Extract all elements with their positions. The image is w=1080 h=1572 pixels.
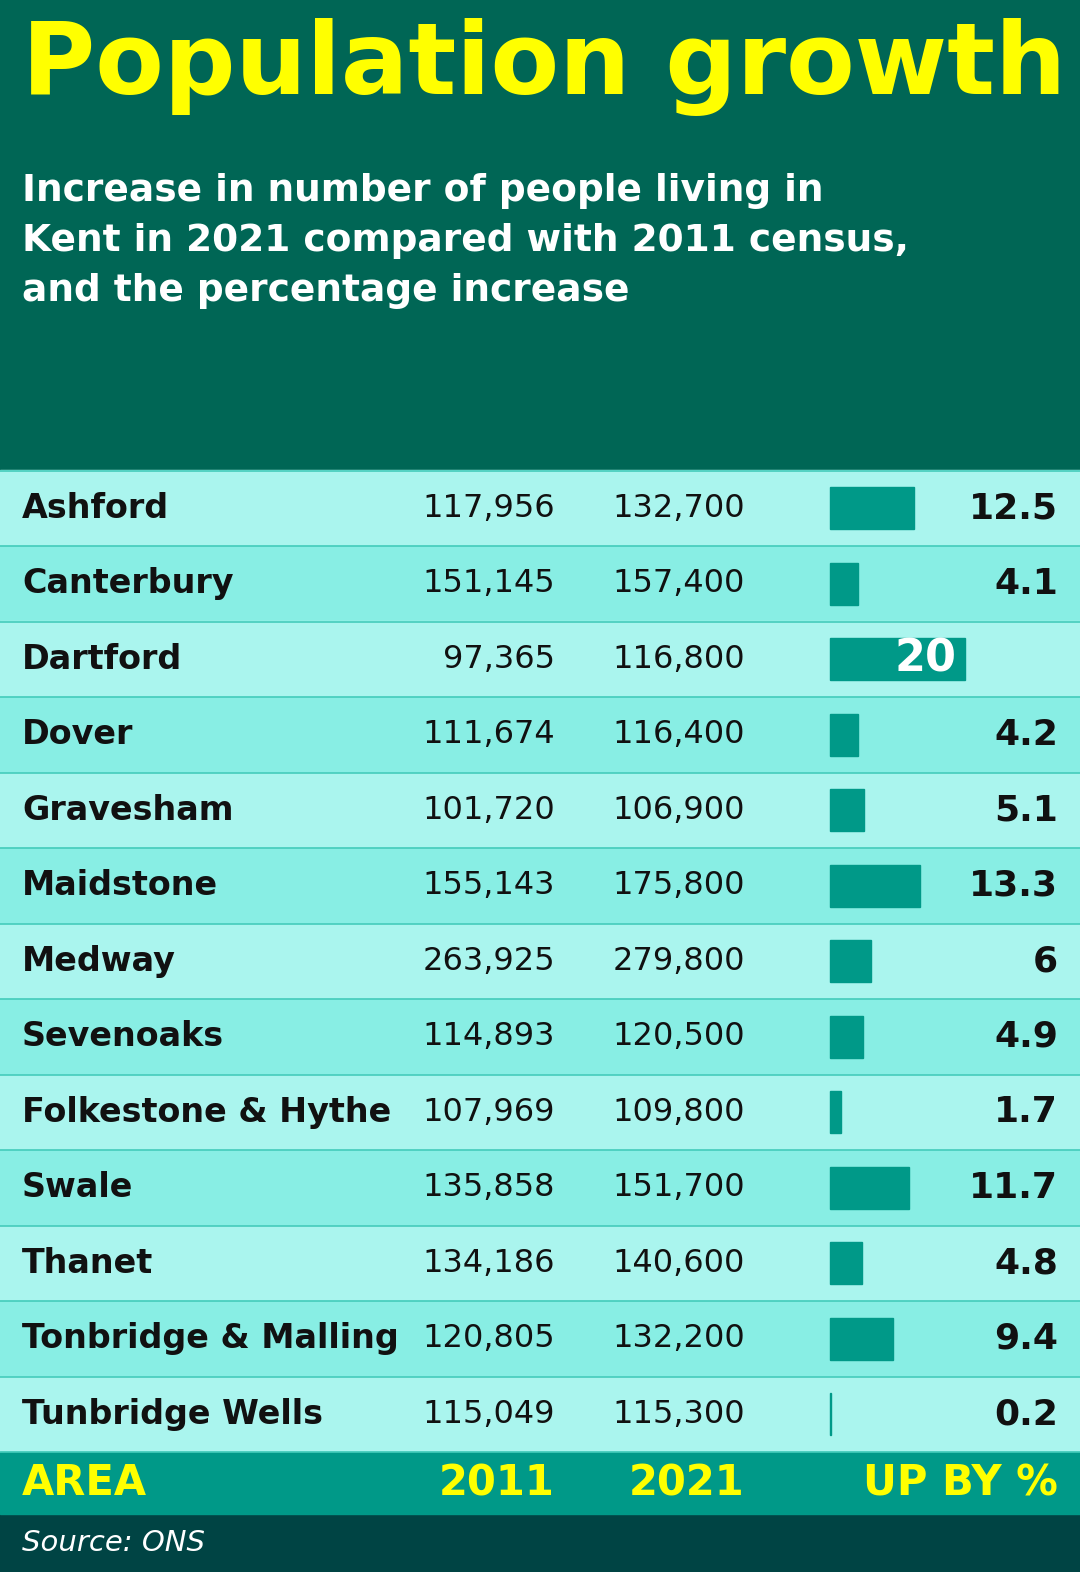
Text: 9.4: 9.4 xyxy=(994,1322,1058,1355)
Text: Increase in number of people living in
Kent in 2021 compared with 2011 census,
a: Increase in number of people living in K… xyxy=(22,173,909,310)
Bar xyxy=(831,1242,863,1284)
Text: 151,145: 151,145 xyxy=(422,567,555,599)
Text: Dover: Dover xyxy=(22,718,133,751)
Text: 120,805: 120,805 xyxy=(422,1324,555,1353)
Text: 279,800: 279,800 xyxy=(612,946,745,976)
Text: Medway: Medway xyxy=(22,945,176,978)
Text: 4.8: 4.8 xyxy=(994,1247,1058,1280)
Text: 106,900: 106,900 xyxy=(612,795,745,825)
Text: 140,600: 140,600 xyxy=(612,1248,745,1278)
Bar xyxy=(831,865,920,907)
Bar xyxy=(831,1166,909,1209)
Bar xyxy=(0,0,1080,470)
Text: 12.5: 12.5 xyxy=(969,490,1058,525)
Bar xyxy=(831,1091,841,1133)
Bar xyxy=(0,998,1080,1075)
Text: 175,800: 175,800 xyxy=(612,871,745,901)
Text: 263,925: 263,925 xyxy=(422,946,555,976)
Text: 111,674: 111,674 xyxy=(422,720,555,750)
Bar xyxy=(831,563,858,605)
Text: 135,858: 135,858 xyxy=(422,1173,555,1203)
Bar xyxy=(0,470,1080,545)
Text: 151,700: 151,700 xyxy=(612,1173,745,1203)
Text: 132,700: 132,700 xyxy=(612,492,745,523)
Text: 97,365: 97,365 xyxy=(443,645,555,674)
Text: 2011: 2011 xyxy=(440,1462,555,1504)
Text: 20: 20 xyxy=(895,638,957,681)
Text: UP BY %: UP BY % xyxy=(863,1462,1058,1504)
Text: Thanet: Thanet xyxy=(22,1247,153,1280)
Text: 155,143: 155,143 xyxy=(422,871,555,901)
Text: 116,800: 116,800 xyxy=(612,645,745,674)
Text: Folkestone & Hythe: Folkestone & Hythe xyxy=(22,1096,391,1129)
Text: 107,969: 107,969 xyxy=(422,1097,555,1127)
Text: Population growth: Population growth xyxy=(22,17,1066,116)
Text: 4.2: 4.2 xyxy=(994,718,1058,751)
Text: 11.7: 11.7 xyxy=(969,1171,1058,1204)
Text: 117,956: 117,956 xyxy=(422,492,555,523)
Text: 2021: 2021 xyxy=(630,1462,745,1504)
Text: Ashford: Ashford xyxy=(22,492,170,525)
Text: Tunbridge Wells: Tunbridge Wells xyxy=(22,1398,323,1431)
Text: Dartford: Dartford xyxy=(22,643,183,676)
Bar xyxy=(831,714,859,756)
Text: 4.9: 4.9 xyxy=(994,1020,1058,1053)
Bar xyxy=(0,1075,1080,1151)
Text: 115,049: 115,049 xyxy=(422,1399,555,1431)
Bar xyxy=(831,1317,893,1360)
Text: 109,800: 109,800 xyxy=(612,1097,745,1127)
Bar xyxy=(0,1151,1080,1226)
Text: Source: ONS: Source: ONS xyxy=(22,1530,205,1556)
Bar xyxy=(0,772,1080,847)
Bar xyxy=(831,940,870,982)
Text: Tonbridge & Malling: Tonbridge & Malling xyxy=(22,1322,399,1355)
Text: Maidstone: Maidstone xyxy=(22,869,218,902)
Bar xyxy=(0,621,1080,696)
Text: 0.2: 0.2 xyxy=(994,1398,1058,1431)
Bar xyxy=(0,696,1080,772)
Bar xyxy=(831,638,966,681)
Text: 132,200: 132,200 xyxy=(612,1324,745,1353)
Bar xyxy=(0,1226,1080,1302)
Bar xyxy=(0,1453,1080,1514)
Text: AREA: AREA xyxy=(22,1462,147,1504)
Text: 134,186: 134,186 xyxy=(422,1248,555,1278)
Text: 114,893: 114,893 xyxy=(422,1022,555,1052)
Text: 13.3: 13.3 xyxy=(969,869,1058,902)
Bar xyxy=(831,1016,863,1058)
Bar xyxy=(831,1393,832,1435)
Bar xyxy=(0,545,1080,621)
Text: Gravesham: Gravesham xyxy=(22,794,233,827)
Text: Sevenoaks: Sevenoaks xyxy=(22,1020,225,1053)
Text: 4.1: 4.1 xyxy=(994,567,1058,601)
Text: Canterbury: Canterbury xyxy=(22,567,233,601)
Bar xyxy=(831,487,915,530)
Text: 116,400: 116,400 xyxy=(612,720,745,750)
Text: 1.7: 1.7 xyxy=(994,1096,1058,1129)
Text: 120,500: 120,500 xyxy=(612,1022,745,1052)
Bar xyxy=(831,789,864,832)
Text: 157,400: 157,400 xyxy=(612,567,745,599)
Text: 101,720: 101,720 xyxy=(422,795,555,825)
Bar xyxy=(0,1302,1080,1377)
Text: 6: 6 xyxy=(1032,945,1058,978)
Bar xyxy=(0,847,1080,923)
Text: Swale: Swale xyxy=(22,1171,133,1204)
Bar xyxy=(0,1377,1080,1453)
Bar xyxy=(0,1514,1080,1572)
Text: 5.1: 5.1 xyxy=(994,794,1058,827)
Text: 115,300: 115,300 xyxy=(612,1399,745,1431)
Bar xyxy=(0,923,1080,998)
